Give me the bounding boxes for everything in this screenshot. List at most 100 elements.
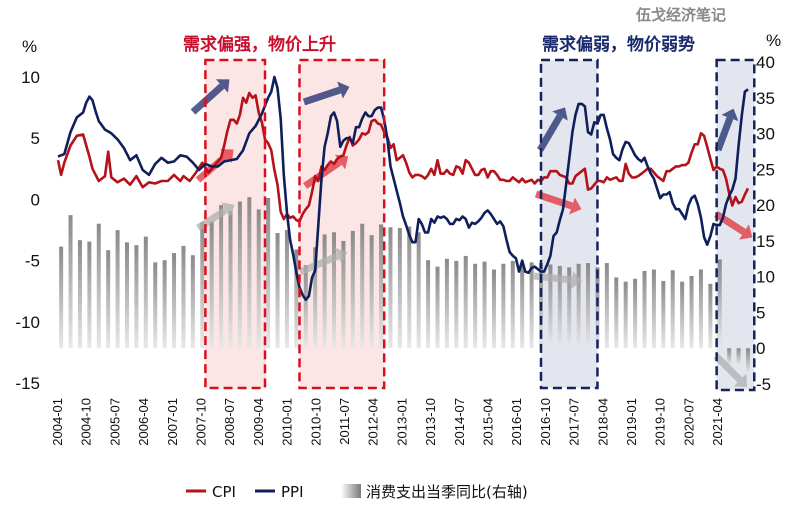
consumption-bar-48 <box>510 260 515 349</box>
consumption-bar-26 <box>303 265 308 349</box>
consumption-bar-16 <box>209 221 214 349</box>
consumption-bar-14 <box>190 255 195 349</box>
period-boxes <box>204 58 756 392</box>
x-tick-label: 2008-07 <box>222 398 237 446</box>
legend-cpi-label: CPI <box>212 483 236 501</box>
left-tick-label: 0 <box>31 190 40 209</box>
consumption-bar-55 <box>576 263 581 349</box>
left-tick-label: -10 <box>15 313 40 332</box>
trend-arrow-11 <box>713 353 748 388</box>
consumption-bar-59 <box>614 277 619 349</box>
consumption-bar-69 <box>708 283 713 349</box>
consumption-bar-39 <box>426 260 431 349</box>
consumption-bar-62 <box>642 270 647 349</box>
legend: CPI PPI 消费支出当季同比(右轴) <box>186 483 528 501</box>
legend-consumption-swatch <box>341 484 361 498</box>
consumption-bar-44 <box>473 263 478 349</box>
consumption-bar-32 <box>360 223 365 349</box>
x-tick-label: 2018-04 <box>595 398 610 446</box>
consumption-bar-17 <box>219 205 224 349</box>
consumption-bar-58 <box>604 263 609 349</box>
x-tick-label: 2013-01 <box>394 398 409 446</box>
axes: 10 5 0 -5 -10 -15 40 35 30 25 20 15 10 5 0 -5 2004-01 200… <box>15 53 775 446</box>
consumption-bar-56 <box>586 263 591 349</box>
annotation-demand-strong: 需求偏强，物价上升 <box>183 34 336 55</box>
period-box-3 <box>715 58 756 392</box>
consumption-bar-72 <box>736 348 741 366</box>
consumption-bar-12 <box>172 253 177 349</box>
x-tick-label: 2011-07 <box>337 398 352 445</box>
x-tick-label: 2007-01 <box>165 398 180 446</box>
consumption-bar-13 <box>181 245 186 349</box>
watermark: 伍戈经济笔记 <box>635 6 726 24</box>
consumption-bar-20 <box>247 197 252 349</box>
right-tick-label: 0 <box>756 339 765 358</box>
consumption-bar-22 <box>266 197 271 349</box>
period-shade-0 <box>205 60 265 388</box>
legend-ppi-label: PPI <box>281 483 304 501</box>
right-tick-label: 30 <box>756 125 775 144</box>
x-tick-label: 2004-01 <box>50 398 65 446</box>
consumption-bar-34 <box>379 224 384 349</box>
consumption-bar-15 <box>200 222 205 349</box>
series-line-cpi <box>56 91 750 223</box>
x-tick-label: 2004-10 <box>79 398 94 446</box>
consumption-bar-57 <box>595 267 600 349</box>
consumption-bar-25 <box>294 249 299 349</box>
period-box-0 <box>204 58 267 390</box>
trend-arrow-0 <box>190 79 230 115</box>
consumption-bar-9 <box>143 236 148 349</box>
consumption-bar-40 <box>435 266 440 349</box>
left-tick-label: 10 <box>21 68 40 87</box>
consumption-bar-68 <box>698 269 703 349</box>
consumption-bars <box>59 197 750 374</box>
right-tick-label: 15 <box>756 232 775 251</box>
consumption-bar-61 <box>633 278 638 349</box>
consumption-bar-4 <box>96 223 101 349</box>
consumption-bar-19 <box>237 201 242 349</box>
trend-arrows <box>190 79 753 388</box>
annotation-demand-weak: 需求偏弱，物价弱势 <box>542 34 695 55</box>
consumption-bar-65 <box>670 270 675 349</box>
consumption-bar-45 <box>482 261 487 349</box>
consumption-bar-71 <box>727 348 732 366</box>
right-tick-label: 40 <box>756 53 775 72</box>
trend-arrow-9 <box>714 108 739 152</box>
consumption-bar-5 <box>106 250 111 349</box>
left-tick-label: 5 <box>31 129 40 148</box>
consumption-bar-46 <box>491 269 496 349</box>
consumption-bar-35 <box>388 227 393 349</box>
consumption-bar-54 <box>567 267 572 349</box>
trend-arrow-3 <box>302 81 350 106</box>
right-tick-label: 20 <box>756 196 775 215</box>
consumption-bar-0 <box>59 246 64 349</box>
x-tick-label: 2016-01 <box>509 398 524 446</box>
right-tick-label: 35 <box>756 89 775 108</box>
x-tick-label: 2012-04 <box>366 398 381 446</box>
x-tick-label: 2010-10 <box>308 398 323 446</box>
x-tick-label: 2019-01 <box>624 398 639 446</box>
consumption-bar-28 <box>322 234 327 349</box>
consumption-bar-63 <box>651 269 656 349</box>
consumption-bar-30 <box>341 240 346 349</box>
consumption-bar-33 <box>369 235 374 349</box>
consumption-bar-38 <box>416 232 421 349</box>
x-tick-label: 2013-10 <box>423 398 438 446</box>
right-axis-unit: % <box>766 31 781 50</box>
consumption-bar-73 <box>746 348 750 374</box>
consumption-bar-18 <box>228 210 233 349</box>
series-lines <box>56 75 750 302</box>
consumption-bar-64 <box>661 280 666 349</box>
left-tick-label: -5 <box>25 252 40 271</box>
consumption-bar-11 <box>162 260 167 349</box>
consumption-bar-43 <box>463 255 468 349</box>
right-tick-label: 5 <box>756 303 765 322</box>
consumption-bar-24 <box>284 230 289 349</box>
x-tick-label: 2005-07 <box>107 398 122 446</box>
trend-arrow-2 <box>196 202 235 231</box>
x-tick-label: 2019-10 <box>653 398 668 446</box>
consumption-bar-2 <box>77 240 82 349</box>
x-tick-label: 2009-04 <box>251 398 266 446</box>
consumption-bar-3 <box>87 241 92 349</box>
